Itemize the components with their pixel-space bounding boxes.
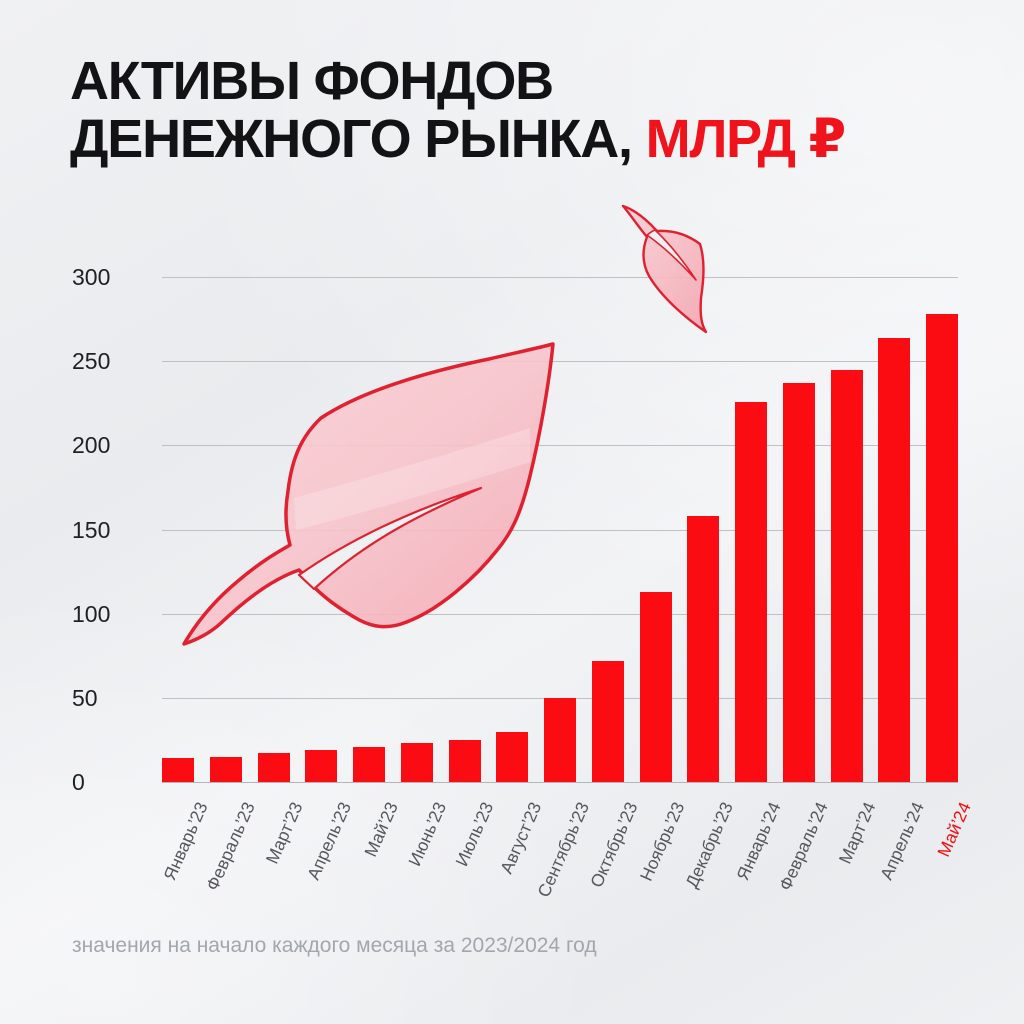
x-axis-tick-text: Февраль’23 [202, 799, 260, 894]
bar-Май’24 [926, 314, 958, 782]
page-title: АКТИВЫ ФОНДОВ ДЕНЕЖНОГО РЫНКА, МЛРД ₽ [70, 51, 847, 169]
title-line2-red: МЛРД ₽ [645, 109, 847, 169]
y-axis-tick-label: 250 [72, 348, 111, 375]
bar-Октябрь’23 [591, 660, 624, 782]
bar-Апрель’23 [305, 750, 338, 782]
footnote: значения на начало каждого месяца за 202… [72, 934, 597, 957]
x-axis-tick-text: Май’24 [933, 799, 976, 860]
x-axis-tick-text: Июль’23 [451, 799, 498, 870]
bar-Декабрь’23 [687, 516, 720, 782]
leaf-body [621, 204, 708, 334]
gridline-y200 [162, 445, 958, 447]
bar-Май’23 [353, 746, 385, 782]
x-axis-tick-text: Август’23 [496, 799, 546, 877]
leaf-gloss [294, 428, 530, 530]
x-axis-tick-text: Декабрь’23 [680, 799, 737, 891]
bar-Январь’24 [735, 401, 767, 782]
bar-Март’24 [830, 369, 863, 782]
x-axis-tick-text: Март’24 [834, 799, 880, 867]
bar-Февраль’24 [782, 383, 815, 782]
gridline-y300 [162, 277, 958, 278]
y-axis-tick-label: 150 [72, 516, 111, 543]
bar-Август’23 [496, 731, 529, 782]
x-axis-tick-text: Апрель’23 [302, 799, 355, 883]
x-axis-tick-text: Январь’23 [159, 799, 212, 884]
title-line1: АКТИВЫ ФОНДОВ [70, 51, 554, 111]
x-axis-tick-text: Май’23 [360, 799, 403, 860]
leaf-vein [646, 229, 697, 281]
x-axis-tick-text: Ноябрь’23 [636, 799, 689, 884]
x-axis-tick-text: Октябрь’23 [585, 799, 642, 891]
x-axis-tick-text: Март’23 [261, 799, 307, 867]
bar-Июль’23 [448, 739, 481, 782]
y-axis-tick-label: 100 [72, 600, 111, 627]
y-axis-tick-label: 200 [72, 432, 111, 459]
bar-Апрель’24 [878, 337, 911, 782]
bar-Ноябрь’23 [639, 591, 672, 782]
x-axis-tick-text: Июнь’23 [404, 799, 451, 870]
y-axis-tick-label: 300 [72, 264, 111, 290]
x-axis-tick-text: Апрель’24 [875, 799, 928, 883]
gridline-y150 [162, 529, 958, 531]
bar-Июнь’23 [400, 743, 433, 782]
y-axis-tick-label: 0 [72, 769, 85, 795]
x-axis-tick-text: Февраль’24 [775, 799, 833, 894]
leaf-vein [297, 486, 483, 591]
bar-Сентябрь’23 [544, 697, 576, 782]
title-line2-black: ДЕНЕЖНОГО РЫНКА, [70, 109, 633, 169]
bar-Январь’23 [162, 758, 194, 782]
bar-Февраль’23 [209, 756, 242, 782]
x-axis-tick-text: Январь’24 [732, 799, 785, 884]
leaf-decoration-small [621, 204, 708, 334]
bar-Март’23 [257, 753, 290, 782]
leaf-decoration-large [182, 342, 555, 646]
gridline-y250 [162, 361, 958, 363]
y-axis-tick-label: 50 [72, 684, 98, 711]
gridline-y100 [162, 613, 958, 615]
gridline-y0 [162, 782, 958, 783]
